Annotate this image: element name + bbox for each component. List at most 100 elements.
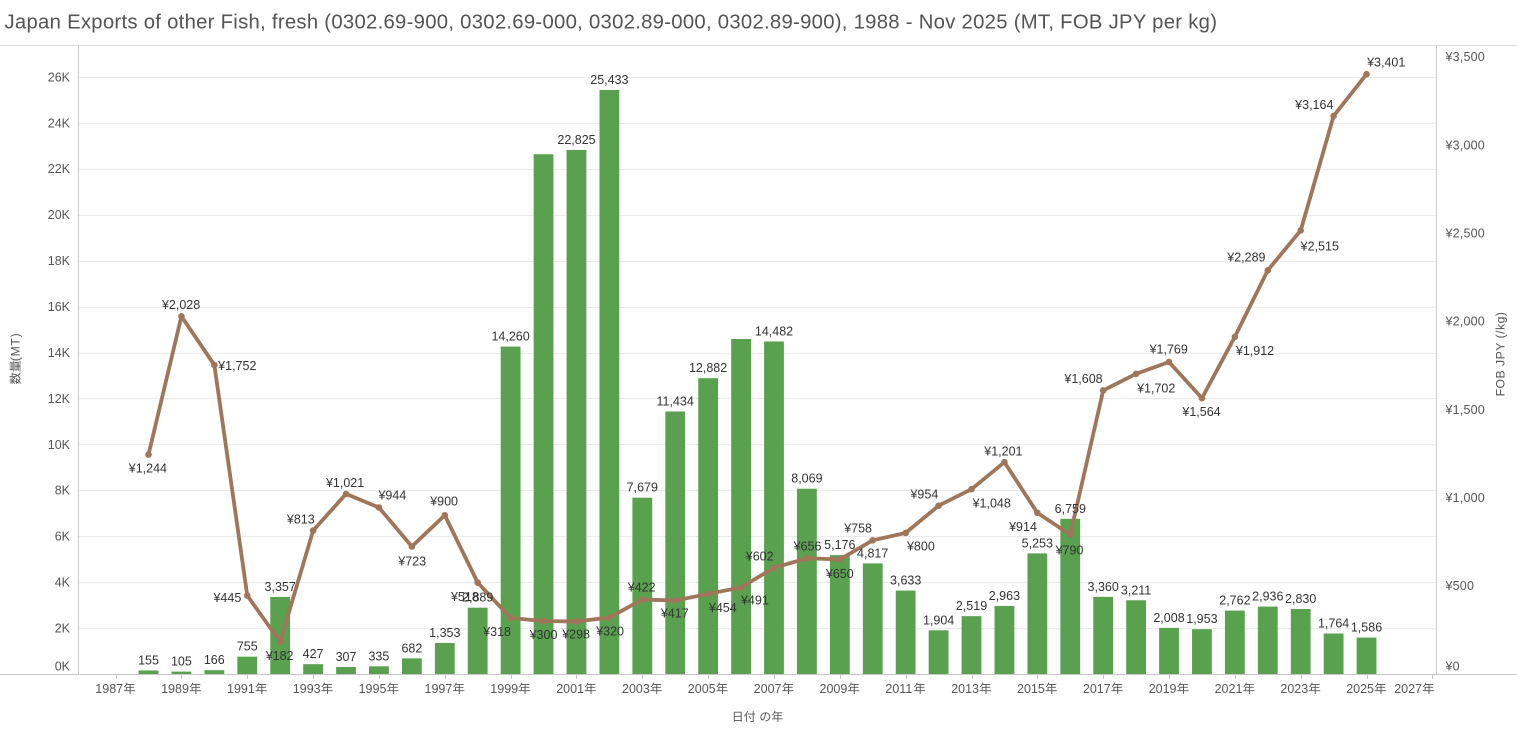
svg-text:¥2,000: ¥2,000 bbox=[1445, 315, 1485, 329]
svg-text:5,176: 5,176 bbox=[824, 538, 855, 552]
svg-text:8K: 8K bbox=[55, 484, 71, 498]
svg-text:26K: 26K bbox=[48, 70, 71, 84]
svg-text:22,825: 22,825 bbox=[557, 133, 595, 147]
svg-text:¥1,912: ¥1,912 bbox=[1235, 344, 1274, 358]
svg-text:18K: 18K bbox=[48, 254, 71, 268]
svg-text:1,353: 1,353 bbox=[429, 626, 460, 640]
svg-text:¥3,401: ¥3,401 bbox=[1366, 56, 1405, 70]
svg-text:¥1,752: ¥1,752 bbox=[217, 359, 256, 373]
svg-text:(MT): (MT) bbox=[8, 333, 22, 362]
svg-text:¥954: ¥954 bbox=[909, 487, 938, 501]
svg-text:2017: 2017 bbox=[1083, 682, 1111, 696]
svg-text:7,679: 7,679 bbox=[627, 481, 658, 495]
svg-text:¥790: ¥790 bbox=[1055, 543, 1084, 557]
svg-text:2007: 2007 bbox=[754, 682, 782, 696]
svg-text:¥650: ¥650 bbox=[825, 567, 854, 581]
svg-text:2005: 2005 bbox=[688, 682, 716, 696]
svg-text:¥518: ¥518 bbox=[450, 590, 479, 604]
svg-text:1995: 1995 bbox=[359, 682, 387, 696]
svg-text:2023: 2023 bbox=[1280, 682, 1308, 696]
svg-text:11,434: 11,434 bbox=[657, 395, 694, 409]
svg-text:1993: 1993 bbox=[293, 682, 321, 696]
svg-text:2,963: 2,963 bbox=[989, 589, 1020, 603]
svg-text:¥1,564: ¥1,564 bbox=[1181, 405, 1220, 419]
svg-text:¥813: ¥813 bbox=[286, 512, 315, 526]
svg-text:2K: 2K bbox=[55, 622, 71, 636]
svg-text:16K: 16K bbox=[48, 300, 71, 314]
svg-text:¥914: ¥914 bbox=[1008, 520, 1037, 534]
svg-text:¥1,702: ¥1,702 bbox=[1136, 382, 1175, 396]
svg-text:1989: 1989 bbox=[161, 682, 189, 696]
svg-text:¥454: ¥454 bbox=[708, 601, 737, 615]
svg-text:6,759: 6,759 bbox=[1055, 502, 1086, 516]
svg-text:2019: 2019 bbox=[1149, 682, 1177, 696]
svg-text:¥602: ¥602 bbox=[745, 550, 774, 564]
svg-text:3,633: 3,633 bbox=[890, 574, 921, 588]
svg-text:¥182: ¥182 bbox=[265, 649, 294, 663]
svg-text:10K: 10K bbox=[48, 438, 71, 452]
svg-text:¥656: ¥656 bbox=[793, 540, 822, 554]
svg-text:¥1,769: ¥1,769 bbox=[1149, 343, 1188, 357]
svg-text:¥320: ¥320 bbox=[595, 625, 624, 639]
svg-text:¥1,244: ¥1,244 bbox=[128, 462, 167, 476]
svg-text:FOB JPY (/kg): FOB JPY (/kg) bbox=[1493, 312, 1507, 397]
svg-text:682: 682 bbox=[401, 641, 422, 655]
svg-text:2011: 2011 bbox=[885, 682, 912, 696]
svg-text:¥1,201: ¥1,201 bbox=[983, 445, 1022, 459]
svg-text:¥491: ¥491 bbox=[740, 593, 769, 607]
svg-text:427: 427 bbox=[303, 647, 324, 661]
svg-text:24K: 24K bbox=[48, 116, 71, 130]
svg-text:¥800: ¥800 bbox=[906, 540, 935, 554]
svg-text:3,360: 3,360 bbox=[1088, 580, 1119, 594]
svg-text:14K: 14K bbox=[48, 346, 71, 360]
svg-text:166: 166 bbox=[204, 653, 225, 667]
svg-text:5,253: 5,253 bbox=[1022, 536, 1053, 550]
svg-text:¥900: ¥900 bbox=[429, 494, 458, 508]
svg-text:0K: 0K bbox=[55, 659, 71, 673]
svg-text:¥1,000: ¥1,000 bbox=[1445, 491, 1485, 505]
svg-text:¥2,289: ¥2,289 bbox=[1226, 250, 1265, 264]
svg-text:307: 307 bbox=[336, 650, 357, 664]
svg-text:25,433: 25,433 bbox=[590, 73, 628, 87]
svg-text:2,519: 2,519 bbox=[956, 599, 987, 613]
svg-text:¥2,500: ¥2,500 bbox=[1445, 227, 1485, 241]
svg-text:335: 335 bbox=[368, 649, 389, 663]
svg-text:2003: 2003 bbox=[622, 682, 650, 696]
svg-text:1,904: 1,904 bbox=[923, 613, 954, 627]
svg-text:¥300: ¥300 bbox=[529, 628, 558, 642]
svg-text:1987: 1987 bbox=[95, 682, 123, 696]
svg-text:2009: 2009 bbox=[820, 682, 848, 696]
svg-text:¥758: ¥758 bbox=[843, 522, 872, 536]
svg-text:3,211: 3,211 bbox=[1121, 583, 1151, 597]
svg-text:1991: 1991 bbox=[227, 682, 255, 696]
svg-text:¥1,608: ¥1,608 bbox=[1063, 372, 1102, 386]
svg-text:2,936: 2,936 bbox=[1252, 590, 1283, 604]
svg-text:2,830: 2,830 bbox=[1285, 592, 1316, 606]
svg-text:2001: 2001 bbox=[556, 682, 584, 696]
svg-text:1,586: 1,586 bbox=[1351, 621, 1382, 635]
svg-text:1,764: 1,764 bbox=[1318, 617, 1349, 631]
svg-text:¥500: ¥500 bbox=[1445, 579, 1475, 593]
svg-text:¥2,515: ¥2,515 bbox=[1300, 240, 1339, 254]
svg-text:22K: 22K bbox=[48, 162, 71, 176]
svg-text:¥3,000: ¥3,000 bbox=[1445, 138, 1485, 152]
svg-text:¥1,500: ¥1,500 bbox=[1445, 403, 1485, 417]
svg-text:12K: 12K bbox=[48, 392, 71, 406]
svg-text:1999: 1999 bbox=[490, 682, 518, 696]
svg-text:¥318: ¥318 bbox=[482, 625, 511, 639]
svg-text:1997: 1997 bbox=[425, 682, 453, 696]
svg-text:155: 155 bbox=[138, 653, 159, 667]
svg-text:2027: 2027 bbox=[1394, 682, 1422, 696]
svg-text:2,762: 2,762 bbox=[1219, 594, 1250, 608]
svg-text:14,260: 14,260 bbox=[491, 330, 529, 344]
svg-text:2025: 2025 bbox=[1346, 682, 1374, 696]
svg-text:4,817: 4,817 bbox=[857, 546, 888, 560]
svg-text:2,889: 2,889 bbox=[462, 591, 493, 605]
svg-text:2,008: 2,008 bbox=[1153, 611, 1184, 625]
svg-text:¥723: ¥723 bbox=[397, 554, 426, 568]
svg-text:¥1,021: ¥1,021 bbox=[325, 476, 364, 490]
svg-text:755: 755 bbox=[237, 640, 258, 654]
svg-text:¥445: ¥445 bbox=[212, 591, 241, 605]
svg-text:105: 105 bbox=[171, 655, 192, 669]
svg-text:¥298: ¥298 bbox=[561, 628, 590, 642]
